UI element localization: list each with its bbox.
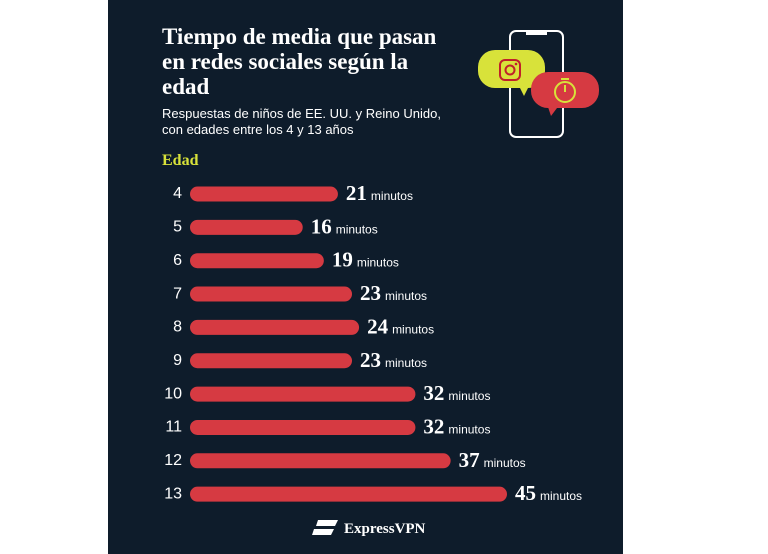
value-label: 21 minutos [346, 181, 413, 205]
instagram-bubble [478, 50, 545, 96]
bar [190, 419, 416, 435]
bar [190, 253, 324, 269]
value-label: 16 minutos [311, 214, 378, 238]
value-unit: minutos [357, 256, 399, 270]
y-tick-label: 9 [173, 352, 182, 369]
value-number: 45 [515, 481, 536, 505]
value-number: 16 [311, 214, 332, 238]
bar [190, 319, 360, 335]
value-unit: minutos [385, 289, 427, 303]
chart-title: Tiempo de media que pasan en redes socia… [162, 24, 437, 99]
bar [190, 353, 353, 369]
bar [190, 286, 353, 302]
bar [190, 219, 303, 235]
value-label: 19 minutos [332, 248, 399, 272]
y-tick-label: 11 [165, 419, 182, 436]
bar [190, 486, 507, 502]
value-number: 32 [423, 414, 444, 438]
value-number: 23 [360, 348, 381, 372]
y-tick-label: 10 [164, 385, 182, 402]
value-label: 45 minutos [515, 481, 582, 505]
value-number: 21 [346, 181, 367, 205]
value-number: 19 [332, 248, 353, 272]
y-tick-label: 5 [173, 219, 182, 236]
y-tick-label: 12 [164, 452, 182, 469]
timer-bubble [531, 72, 599, 116]
value-number: 37 [459, 448, 480, 472]
y-tick-label: 6 [173, 252, 182, 269]
bar [190, 186, 338, 202]
value-number: 24 [367, 314, 389, 338]
value-label: 24 minutos [367, 314, 434, 338]
value-unit: minutos [385, 356, 427, 370]
brand-logo [312, 520, 338, 535]
chart-subtitle: Respuestas de niños de EE. UU. y Reino U… [162, 106, 441, 137]
bar [190, 386, 416, 402]
value-number: 23 [360, 281, 381, 305]
value-label: 32 minutos [423, 414, 490, 438]
y-tick-label: 4 [173, 185, 182, 202]
phone-notch [526, 31, 547, 35]
y-tick-label: 8 [173, 319, 182, 336]
value-label: 23 minutos [360, 348, 427, 372]
value-unit: minutos [336, 223, 378, 237]
brand-name: ExpressVPN [344, 521, 426, 537]
y-tick-label: 7 [173, 285, 182, 302]
value-label: 32 minutos [423, 381, 490, 405]
value-unit: minutos [392, 323, 434, 337]
value-unit: minutos [484, 456, 526, 470]
y-tick-label: 13 [164, 485, 182, 502]
value-unit: minutos [448, 389, 490, 403]
value-label: 23 minutos [360, 281, 427, 305]
value-label: 37 minutos [459, 448, 526, 472]
y-axis-label: Edad [162, 152, 199, 169]
value-number: 32 [423, 381, 444, 405]
value-unit: minutos [448, 423, 490, 437]
value-unit: minutos [371, 189, 413, 203]
value-unit: minutos [540, 489, 582, 503]
bar [190, 453, 451, 469]
